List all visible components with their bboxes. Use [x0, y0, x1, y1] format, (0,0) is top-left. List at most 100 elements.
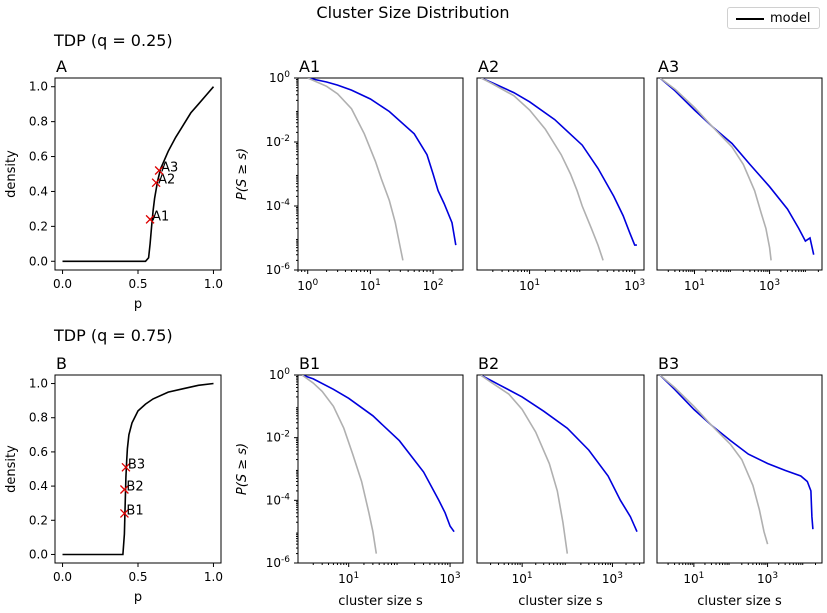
y-tick-label: 0.2: [29, 219, 48, 233]
series-line-blue: [307, 78, 457, 246]
series-line-gray: [659, 375, 769, 545]
y-tick-label: 100: [269, 367, 290, 382]
series-line-gray: [480, 78, 604, 261]
x-tick-label: 1.0: [204, 570, 223, 584]
marker-label: B2: [126, 480, 143, 495]
chart-b1: B1 101 103 10-6 10-4 10-2 100 cluster size s P(S…: [235, 354, 464, 609]
y-axis-label: density: [4, 150, 19, 198]
series-line-blue: [480, 78, 637, 246]
x-tick-label: 101: [338, 571, 359, 586]
series-line-blue: [659, 375, 814, 530]
x-tick-label: 101: [684, 278, 705, 293]
x-tick-label: 100: [297, 278, 318, 293]
marker-a3: A3: [154, 161, 178, 176]
legend-swatch: [736, 18, 764, 20]
y-tick-label: 0.4: [29, 479, 48, 493]
y-tick-label: 10-2: [266, 134, 290, 149]
x-tick-label: 0.5: [128, 277, 147, 291]
series-line-gray: [307, 78, 404, 261]
y-tick-label: 10-6: [266, 262, 291, 277]
x-axis-label: p: [134, 590, 142, 605]
chart-b2: B2 101 103 cluster size s: [476, 354, 645, 609]
marker-b3: B3: [121, 457, 145, 472]
marker-cross: [154, 166, 164, 175]
y-tick-label: 0.8: [29, 411, 48, 425]
marker-b1: B1: [119, 503, 144, 518]
marker-cross: [145, 214, 155, 224]
x-tick-label: 101: [360, 278, 381, 293]
chart-a2: A2 101 103: [476, 57, 645, 293]
marker-cross: [119, 508, 129, 518]
x-tick-label: 103: [602, 571, 623, 586]
x-tick-label: 101: [512, 571, 533, 586]
x-tick-label: 102: [423, 278, 444, 293]
marker-label: A1: [152, 209, 169, 224]
y-tick-label: 0.2: [29, 513, 48, 527]
axes-frame: [656, 77, 823, 271]
marker-b2: B2: [119, 480, 144, 495]
group-title: TDP (q = 0.75): [53, 326, 173, 345]
axes-frame: [476, 374, 645, 564]
series-line-gray: [301, 375, 378, 554]
y-axis-label: P(S ≥ s): [235, 148, 250, 200]
figure-title: Cluster Size Distribution: [316, 3, 509, 22]
x-tick-label: 103: [440, 571, 461, 586]
x-tick-label: 0.5: [128, 570, 147, 584]
panel-label: B2: [478, 354, 499, 373]
x-axis-label: cluster size s: [697, 594, 782, 609]
marker-a2: A2: [151, 173, 175, 188]
marker-label: B1: [126, 503, 143, 518]
chart-a3: A3 101 103: [656, 57, 823, 293]
axes-frame: [297, 374, 464, 564]
series-line-blue: [301, 375, 455, 533]
x-tick-label: 103: [759, 278, 780, 293]
marker-label: B3: [128, 457, 145, 472]
x-axis-label: cluster size s: [338, 594, 423, 609]
x-tick-label: 101: [519, 278, 540, 293]
chart-b3: B3 101 103 cluster size s: [656, 354, 823, 609]
x-tick-label: 103: [757, 571, 778, 586]
legend: model: [727, 7, 820, 29]
y-tick-label: 10-6: [266, 555, 291, 570]
panel-label: B: [56, 354, 67, 373]
marker-cross: [151, 178, 161, 188]
x-axis-label: p: [134, 297, 142, 312]
marker-cross: [121, 462, 131, 472]
chart-a: TDP (q = 0.25) A 0.0 0.5 1.0 0.0 0.2 0.4 0.6 0.8 1…: [4, 31, 223, 312]
y-tick-label: 0.0: [29, 254, 48, 268]
group-title: TDP (q = 0.25): [53, 31, 173, 50]
x-tick-label: 0.0: [53, 570, 72, 584]
y-tick-label: 0.8: [29, 115, 48, 129]
series-line-gray: [659, 78, 772, 261]
x-tick-label: 103: [624, 278, 645, 293]
series-line-gray: [480, 375, 569, 554]
axes-frame: [297, 77, 464, 271]
panel-label: A3: [658, 57, 679, 76]
y-axis-label: density: [4, 445, 19, 493]
x-tick-label: 101: [683, 571, 704, 586]
panel-label: B1: [299, 354, 320, 373]
marker-label: A3: [161, 161, 178, 176]
axes-frame: [476, 77, 645, 271]
chart-a1: A1 100 101 102 10-6 10-4 10-2 100 P(S ≥ s): [235, 57, 464, 293]
y-tick-label: 0.6: [29, 445, 48, 459]
y-tick-label: 0.4: [29, 184, 48, 198]
marker-a1: A1: [145, 209, 169, 224]
legend-label: model: [770, 11, 811, 26]
y-tick-label: 1.0: [29, 80, 48, 94]
x-axis-label: cluster size s: [518, 594, 603, 609]
series-line-blue: [659, 78, 815, 255]
panel-label: B3: [658, 354, 679, 373]
series-line-model: [62, 86, 215, 263]
panel-label: A1: [299, 57, 320, 76]
series-line-blue: [480, 375, 638, 533]
marker-label: A2: [158, 173, 175, 188]
x-tick-label: 0.0: [53, 277, 72, 291]
y-axis-label: P(S ≥ s): [235, 443, 250, 495]
series-line-model: [62, 382, 214, 556]
chart-b: TDP (q = 0.75) B 0.0 0.5 1.0 0.0 0.2 0.4 0.6 0.8 1…: [4, 326, 223, 605]
y-tick-label: 0.6: [29, 150, 48, 164]
marker-cross: [119, 485, 129, 494]
y-tick-label: 100: [269, 70, 290, 85]
